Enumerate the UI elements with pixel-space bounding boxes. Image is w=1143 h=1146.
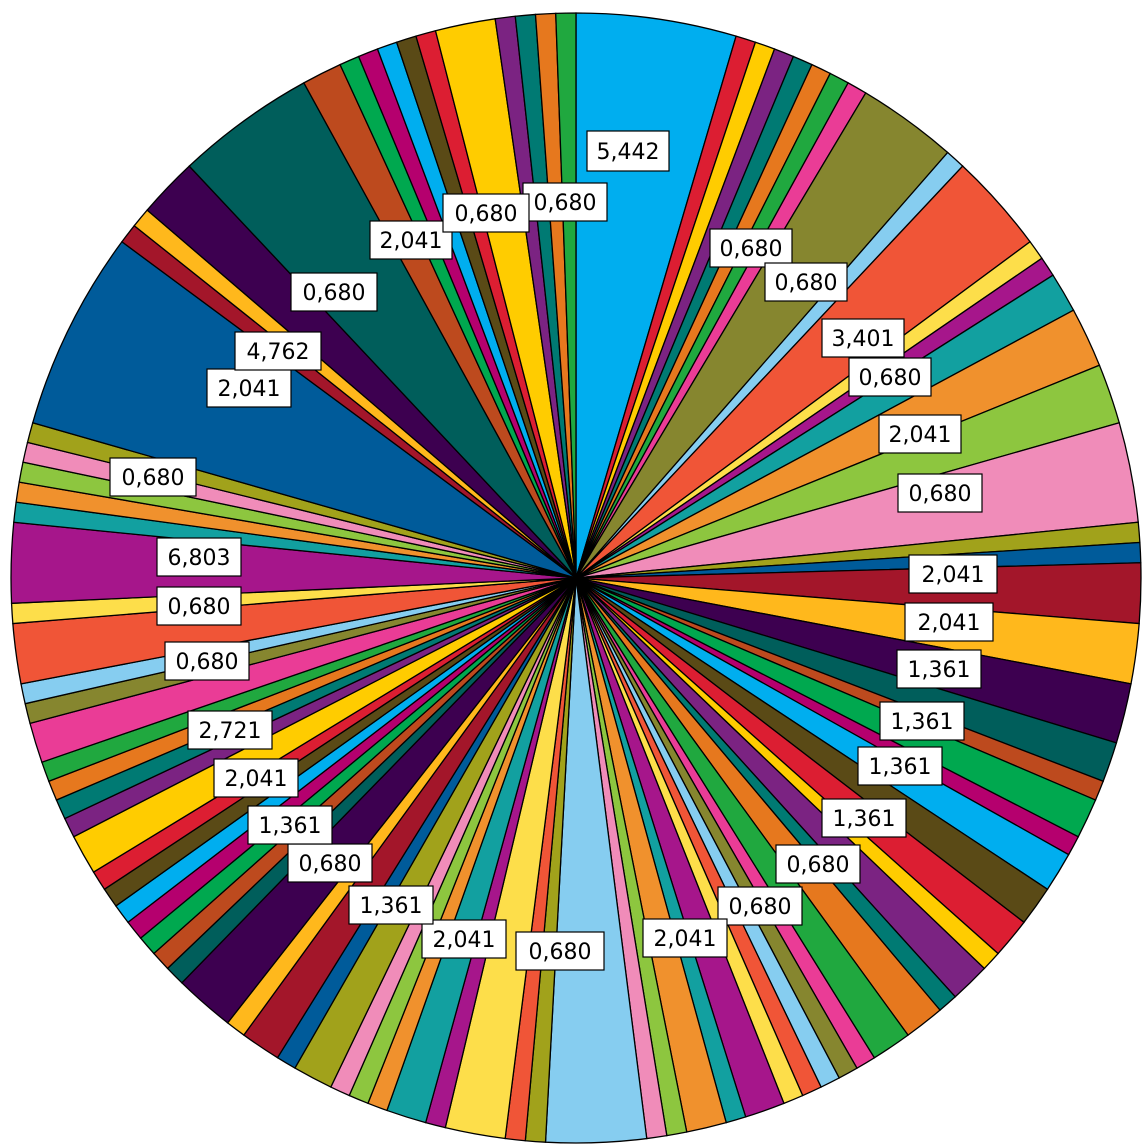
pie-slices xyxy=(10,12,1142,1144)
svg-text:0,680: 0,680 xyxy=(299,852,362,877)
data-label: 0,680 xyxy=(156,586,242,626)
data-label: 0,680 xyxy=(109,457,197,497)
data-label: 0,680 xyxy=(764,262,848,302)
svg-text:2,041: 2,041 xyxy=(922,563,985,588)
data-label: 0,680 xyxy=(717,886,803,926)
data-label: 0,680 xyxy=(287,843,373,883)
svg-text:0,680: 0,680 xyxy=(909,482,972,507)
svg-text:0,680: 0,680 xyxy=(775,271,838,296)
data-label: 0,680 xyxy=(442,193,530,233)
svg-text:0,680: 0,680 xyxy=(168,595,231,620)
pie-slice xyxy=(31,240,577,579)
svg-text:2,721: 2,721 xyxy=(199,719,262,744)
data-label: 0,680 xyxy=(709,228,793,268)
svg-text:1,361: 1,361 xyxy=(259,814,322,839)
svg-text:2,041: 2,041 xyxy=(654,927,717,952)
svg-text:3,401: 3,401 xyxy=(832,327,895,352)
svg-text:0,680: 0,680 xyxy=(303,281,366,306)
svg-text:0,680: 0,680 xyxy=(729,895,792,920)
svg-text:1,361: 1,361 xyxy=(833,807,896,832)
svg-text:0,680: 0,680 xyxy=(859,366,922,391)
svg-text:2,041: 2,041 xyxy=(889,423,952,448)
svg-text:2,041: 2,041 xyxy=(218,377,281,402)
data-label: 0,680 xyxy=(164,641,250,681)
data-label: 0,680 xyxy=(290,272,378,312)
data-label: 2,041 xyxy=(878,414,962,454)
data-label: 2,041 xyxy=(908,554,998,594)
svg-text:1,361: 1,361 xyxy=(869,755,932,780)
data-label: 1,361 xyxy=(879,701,965,741)
svg-text:2,041: 2,041 xyxy=(380,229,443,254)
pie-slice xyxy=(555,12,577,579)
svg-text:0,680: 0,680 xyxy=(455,202,518,227)
data-label: 0,680 xyxy=(775,844,861,884)
svg-text:5,442: 5,442 xyxy=(597,140,660,165)
svg-text:6,803: 6,803 xyxy=(168,546,231,571)
data-label: 1,361 xyxy=(247,805,333,845)
data-label: 0,680 xyxy=(515,931,605,971)
svg-text:2,041: 2,041 xyxy=(433,928,496,953)
svg-text:0,680: 0,680 xyxy=(787,853,850,878)
data-label: 2,041 xyxy=(213,758,299,798)
data-label: 3,401 xyxy=(821,318,905,358)
svg-text:4,762: 4,762 xyxy=(247,340,310,365)
data-label: 0,680 xyxy=(522,182,608,222)
data-label: 5,442 xyxy=(586,130,670,172)
svg-text:0,680: 0,680 xyxy=(534,191,597,216)
svg-text:0,680: 0,680 xyxy=(176,650,239,675)
svg-text:0,680: 0,680 xyxy=(529,940,592,965)
data-label: 6,803 xyxy=(156,537,242,577)
data-label: 1,361 xyxy=(821,798,907,838)
data-label: 0,680 xyxy=(897,473,983,513)
data-label: 2,041 xyxy=(904,602,994,642)
pie-data-labels: 5,442 0,680 0,680 0,680 3,401 0,680 2,04… xyxy=(109,130,998,971)
data-label: 0,680 xyxy=(848,357,932,397)
data-label: 2,041 xyxy=(642,918,728,958)
data-label: 1,361 xyxy=(896,649,982,689)
data-label: 4,762 xyxy=(234,331,322,371)
svg-text:2,041: 2,041 xyxy=(918,611,981,636)
data-label: 2,041 xyxy=(206,368,292,408)
svg-text:1,361: 1,361 xyxy=(908,658,971,683)
data-label: 2,721 xyxy=(187,710,273,750)
data-label: 2,041 xyxy=(421,919,507,959)
data-label: 1,361 xyxy=(857,746,943,786)
svg-text:1,361: 1,361 xyxy=(891,710,954,735)
data-label: 2,041 xyxy=(369,220,453,260)
svg-text:0,680: 0,680 xyxy=(122,466,185,491)
svg-text:1,361: 1,361 xyxy=(360,894,423,919)
svg-text:2,041: 2,041 xyxy=(225,767,288,792)
svg-text:0,680: 0,680 xyxy=(720,237,783,262)
data-label: 1,361 xyxy=(348,885,434,925)
